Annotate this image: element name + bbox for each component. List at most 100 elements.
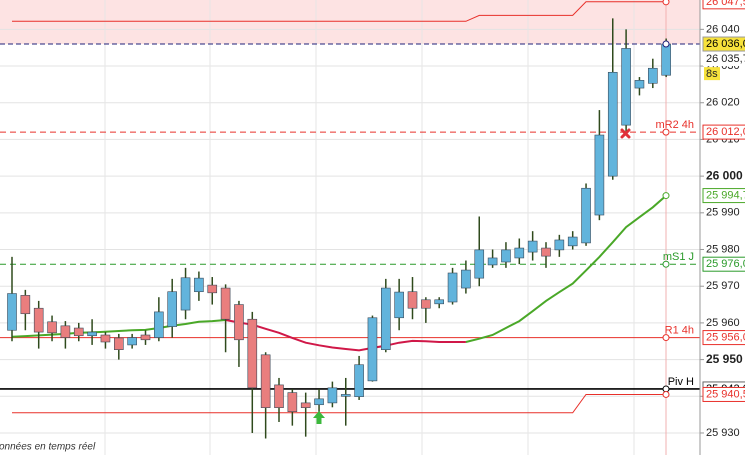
sell-signal — [620, 128, 631, 139]
upper-zone — [0, 0, 700, 45]
candle-body — [581, 187, 591, 244]
level-tag: 26 012,0 — [706, 126, 745, 138]
candle-body — [114, 337, 124, 350]
series-line — [11, 319, 226, 338]
candle-body — [154, 311, 164, 338]
candle-body — [647, 67, 658, 84]
candle-body — [554, 239, 565, 251]
candle-body — [421, 299, 431, 309]
series-tag: 25 940,5 — [706, 388, 745, 400]
candle-body — [20, 295, 31, 315]
bid-tag-bg — [703, 52, 745, 67]
candle-body — [661, 43, 671, 76]
series-tag-bg — [702, 386, 745, 402]
bid-tag: 26 035,7 — [706, 53, 745, 65]
y-tick-label: 25 980 — [706, 243, 740, 255]
candle-body — [527, 240, 538, 253]
candle-body — [47, 321, 57, 334]
footer-note: onnées en temps réel — [0, 442, 96, 453]
candle-body — [487, 257, 498, 266]
candle-body — [73, 327, 84, 337]
y-tick-label: 26 000 — [706, 168, 743, 182]
level-marker — [662, 260, 670, 268]
level-label: mS1 J — [663, 251, 694, 263]
timer-bg — [704, 67, 720, 81]
level-label: R1 4h — [665, 324, 694, 336]
level-tag: 25 976,0 — [706, 258, 745, 270]
y-tick-label: 25 970 — [706, 280, 740, 292]
candle-body — [354, 364, 364, 397]
level-tag-bg — [702, 124, 745, 140]
candle-body — [447, 272, 458, 303]
candle-body — [327, 387, 338, 404]
candle-body — [247, 318, 258, 389]
candle-body — [60, 325, 71, 338]
series-line — [12, 394, 667, 414]
candle-body — [541, 247, 551, 257]
series-line — [225, 319, 466, 352]
candle-body — [367, 317, 378, 382]
candle-body — [194, 277, 204, 293]
series-line — [465, 194, 667, 343]
candle-body — [167, 291, 177, 327]
level-label: Piv H — [668, 376, 694, 388]
candle-body — [474, 249, 485, 279]
last-marker — [662, 40, 670, 48]
candle-body — [434, 299, 445, 305]
series-tag: 26 047,5 — [706, 0, 745, 8]
candle-body — [501, 249, 511, 263]
y-tick-label: 26 020 — [706, 97, 740, 109]
y-tick-label: 25 960 — [706, 317, 740, 329]
y-tick-label: 26 040 — [706, 23, 740, 35]
candle-body — [300, 402, 311, 408]
last-tag: 26 036,0 — [706, 38, 745, 50]
series-line — [12, 1, 667, 22]
series-tag-bg — [702, 0, 745, 10]
candle-body — [621, 48, 631, 126]
timer: 8s — [706, 68, 718, 80]
end-marker — [662, 390, 670, 398]
candle-body — [567, 236, 578, 247]
candle-body — [407, 291, 418, 309]
y-tick-label: 25 930 — [706, 427, 740, 439]
level-marker — [662, 128, 670, 136]
candle-body — [100, 334, 111, 343]
candle-body — [607, 71, 618, 177]
signals — [313, 128, 631, 424]
y-tick-label: 25 950 — [706, 352, 743, 366]
level-tag: 25 956,0 — [706, 331, 745, 343]
candle-body — [33, 307, 44, 333]
end-marker — [662, 0, 670, 6]
candle-body — [514, 247, 525, 259]
candle-body — [220, 287, 231, 320]
candle-body — [634, 80, 645, 89]
candle-body — [394, 291, 404, 319]
candle-body — [314, 398, 324, 406]
candle-body — [87, 331, 97, 337]
level-marker — [662, 334, 670, 342]
candle-body — [7, 293, 17, 331]
candle-body — [140, 334, 151, 341]
series-tag: 25 994,7 — [706, 189, 745, 201]
buy-signal — [313, 411, 325, 424]
candle-body — [340, 394, 351, 397]
candle-body — [594, 134, 605, 216]
candle-body — [461, 269, 471, 289]
series-tag-bg — [702, 188, 745, 204]
candle-body — [287, 392, 298, 413]
candle-body — [260, 354, 271, 408]
candle-body — [127, 337, 137, 346]
candle-body — [274, 384, 284, 408]
level-tag-bg — [702, 256, 745, 272]
candle-body — [234, 304, 244, 341]
candle-body — [180, 277, 191, 311]
candle-body — [207, 284, 218, 294]
y-tick-label: 25 990 — [706, 207, 740, 219]
level-label: mR2 4h — [655, 119, 694, 131]
candle-body — [380, 287, 391, 350]
end-marker — [662, 192, 670, 200]
level-tag-bg — [702, 330, 745, 346]
